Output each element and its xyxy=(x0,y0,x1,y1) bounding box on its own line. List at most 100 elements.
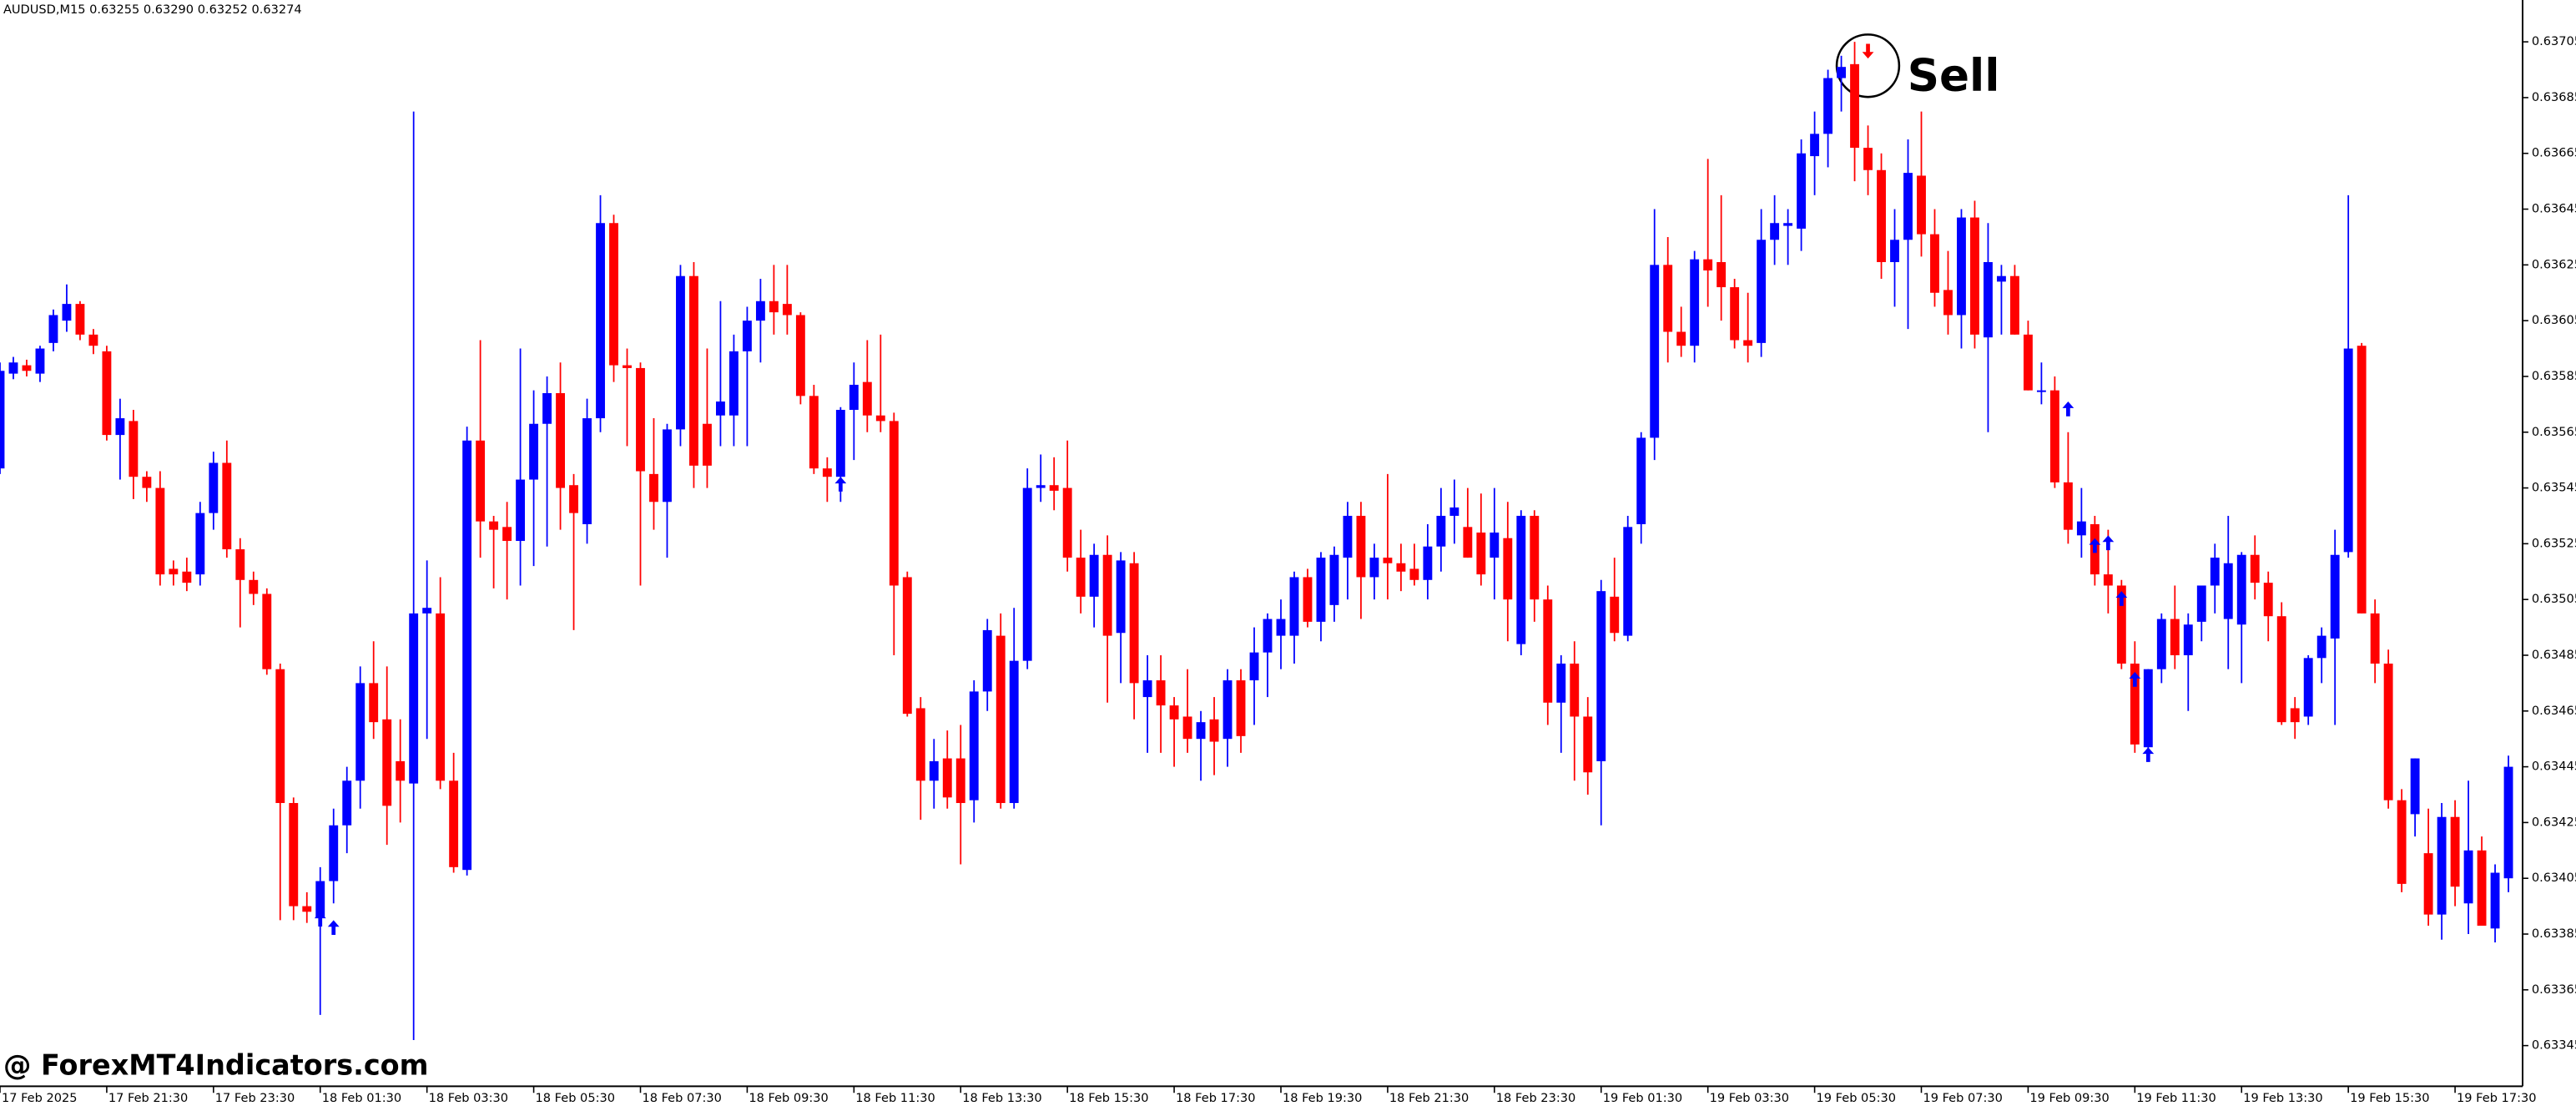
candle-body xyxy=(915,708,925,781)
candle-body xyxy=(449,780,459,867)
candle-body xyxy=(2223,563,2233,619)
candle-body xyxy=(2103,574,2113,586)
x-tick-label: 18 Feb 01:30 xyxy=(322,1091,401,1105)
candle-body xyxy=(1449,507,1459,516)
y-tick-label: 0.63385 xyxy=(2532,927,2576,941)
candle-body xyxy=(1102,554,1112,636)
candle-body xyxy=(1396,563,1406,572)
candle-body xyxy=(2130,664,2140,745)
candle-body xyxy=(462,440,472,871)
candle-body xyxy=(1663,265,1673,332)
candle-body xyxy=(1129,563,1139,684)
x-tick-label: 18 Feb 05:30 xyxy=(536,1091,615,1105)
candle-body xyxy=(1984,262,1993,338)
candle-body xyxy=(2156,619,2166,669)
y-tick-label: 0.63405 xyxy=(2532,871,2576,885)
candle-body xyxy=(1823,78,1833,134)
candle-body xyxy=(169,568,179,575)
x-tick-label: 18 Feb 17:30 xyxy=(1176,1091,1255,1105)
buy-arrow xyxy=(2115,591,2128,606)
candle-body xyxy=(1049,485,1059,491)
candle-body xyxy=(889,421,899,586)
candle-body xyxy=(1222,680,1233,740)
candle-body xyxy=(1757,240,1767,343)
y-tick-label: 0.63685 xyxy=(2532,90,2576,104)
candle-body xyxy=(342,780,352,826)
x-tick-label: 18 Feb 03:30 xyxy=(429,1091,508,1105)
candle-body xyxy=(809,396,819,469)
candle-body xyxy=(663,429,672,502)
candle-body xyxy=(1583,716,1593,773)
candle-body xyxy=(22,365,32,371)
candle-body xyxy=(1169,705,1179,720)
candle-body xyxy=(1610,596,1620,634)
candle-body xyxy=(2250,554,2260,583)
candle-body xyxy=(2503,766,2513,879)
candle-body xyxy=(649,473,658,502)
candle-body xyxy=(2263,583,2273,617)
candle-body xyxy=(1877,169,1886,263)
buy-arrow xyxy=(2142,747,2155,762)
candle-body xyxy=(1383,558,1393,563)
candle-body xyxy=(1263,619,1273,653)
candle-body xyxy=(1890,240,1899,263)
y-tick-label: 0.63365 xyxy=(2532,982,2576,997)
candle-body xyxy=(396,760,406,781)
candle-body xyxy=(955,758,965,804)
candle-body xyxy=(822,468,832,477)
candle-body xyxy=(982,629,992,692)
x-tick-label: 19 Feb 15:30 xyxy=(2350,1091,2429,1105)
candle-body xyxy=(1423,546,1433,580)
candle-body xyxy=(1329,554,1339,605)
candle-body xyxy=(569,485,578,513)
candle-body xyxy=(2357,346,2367,614)
candle-body xyxy=(1503,538,1513,600)
candle-body xyxy=(1623,527,1633,636)
y-tick-label: 0.63705 xyxy=(2532,34,2576,48)
candle-body xyxy=(329,825,339,881)
candle-body xyxy=(48,315,58,343)
candle-body xyxy=(302,906,312,912)
candle-body xyxy=(1850,63,1859,149)
candle-body xyxy=(1903,173,1913,240)
candle-body xyxy=(1703,259,1713,271)
candle-body xyxy=(355,683,365,781)
candle-body xyxy=(2383,664,2393,800)
candle-body xyxy=(942,758,952,798)
watermark: @ ForexMT4Indicators.com xyxy=(3,1049,429,1082)
candle-body xyxy=(1276,619,1286,636)
buy-arrow xyxy=(314,912,326,927)
candle-body xyxy=(75,304,85,335)
candle-body xyxy=(2397,800,2407,884)
candle-body xyxy=(8,362,18,374)
candle-body xyxy=(1356,515,1366,578)
candle-body xyxy=(1369,558,1379,578)
candle-body xyxy=(1596,591,1606,761)
candle-body xyxy=(2423,853,2433,915)
candle-body xyxy=(502,527,512,542)
y-tick-label: 0.63525 xyxy=(2532,536,2576,550)
candle-body xyxy=(2076,521,2086,536)
candle-body xyxy=(1476,533,1486,575)
x-tick-label: 18 Feb 23:30 xyxy=(1496,1091,1575,1105)
candle-body xyxy=(1343,515,1353,558)
candle-body xyxy=(1570,664,1580,717)
candle-body xyxy=(88,334,98,346)
candle-body xyxy=(1316,558,1326,622)
signal-circle xyxy=(1835,33,1901,98)
x-tick-label: 18 Feb 09:30 xyxy=(749,1091,828,1105)
y-tick-label: 0.63545 xyxy=(2532,481,2576,495)
y-tick-label: 0.63645 xyxy=(2532,202,2576,216)
candle-body xyxy=(2196,585,2206,622)
candle-body xyxy=(716,401,725,416)
candle-body xyxy=(262,593,272,669)
candle-body xyxy=(489,521,499,530)
candle-body xyxy=(249,579,259,594)
x-tick-label: 18 Feb 21:30 xyxy=(1389,1091,1469,1105)
candle-body xyxy=(609,223,618,366)
candle-body xyxy=(689,275,698,466)
x-tick-label: 19 Feb 17:30 xyxy=(2457,1091,2536,1105)
candle-body xyxy=(2009,275,2019,335)
x-tick-label: 19 Feb 01:30 xyxy=(1603,1091,1682,1105)
